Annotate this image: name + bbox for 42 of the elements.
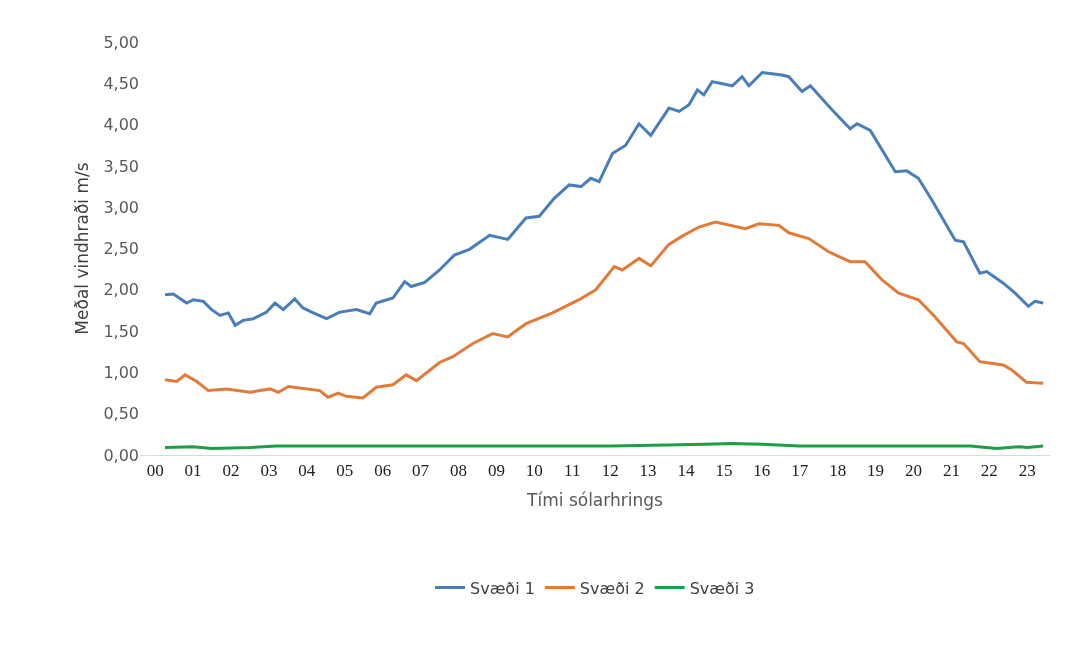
x-tick-label: 07 (412, 461, 430, 481)
y-tick-label: 3,50 (103, 156, 139, 176)
y-tick-label: 0,00 (103, 445, 139, 465)
x-tick-label: 17 (791, 461, 809, 481)
x-tick-label: 22 (980, 461, 998, 481)
x-tick-label: 11 (564, 461, 581, 481)
x-tick-label: 15 (715, 461, 733, 481)
y-axis-title: Meðal vindhraði m/s (71, 162, 92, 335)
x-tick-label: 12 (601, 461, 619, 481)
y-tick-label: 3,00 (103, 197, 139, 217)
y-tick-label: 5,00 (103, 32, 139, 52)
legend-label: Svæði 3 (689, 578, 755, 598)
legend-label: Svæði 1 (470, 578, 535, 598)
x-tick-label: 06 (374, 461, 392, 481)
line-series (163, 71, 1045, 327)
x-tick-label: 14 (677, 461, 695, 481)
y-tick-label: 0,50 (103, 404, 139, 424)
x-tick-label: 01 (184, 461, 202, 481)
x-tick-label: 09 (487, 461, 505, 481)
x-tick-label: 19 (867, 461, 885, 481)
legend-label: Svæði 2 (579, 578, 645, 598)
y-tick-label: 1,50 (103, 321, 139, 341)
x-tick-label: 20 (905, 461, 922, 481)
x-tick-label: 05 (336, 461, 354, 481)
x-tick-label: 02 (222, 461, 240, 481)
y-tick-label: 4,00 (103, 115, 139, 135)
x-tick-label: 16 (753, 461, 771, 481)
x-tick-label: 23 (1018, 461, 1036, 481)
y-tick-label: 4,50 (103, 73, 139, 93)
x-tick-label: 03 (260, 461, 278, 481)
x-tick-label: 13 (639, 461, 657, 481)
x-tick-label: 04 (298, 461, 316, 481)
y-tick-label: 1,00 (103, 363, 139, 382)
x-tick-label: 18 (829, 461, 847, 481)
x-tick-label: 08 (450, 461, 467, 481)
x-tick-label: 10 (525, 461, 543, 481)
x-tick-label: 21 (942, 461, 960, 481)
x-tick-label: 00 (146, 461, 164, 481)
line-series (163, 220, 1045, 400)
x-axis-title: Tími sólarhrings (526, 489, 664, 510)
y-tick-label: 2,00 (103, 280, 139, 300)
y-tick-label: 2,50 (103, 239, 139, 259)
